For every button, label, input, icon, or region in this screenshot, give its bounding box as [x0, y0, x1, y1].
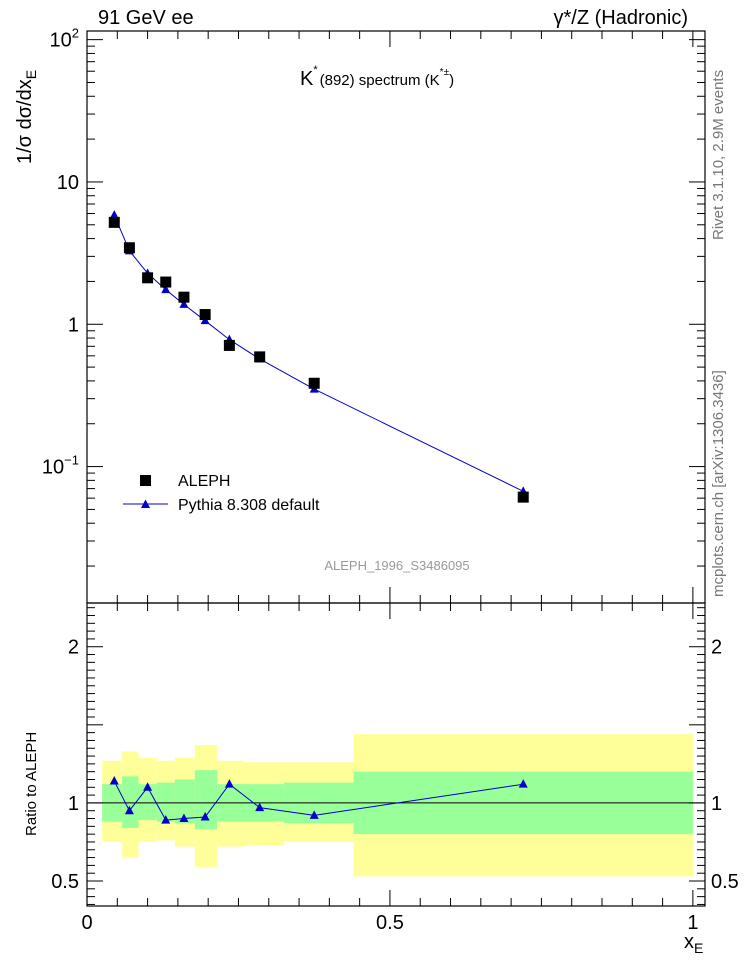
- main-ytick-label: 10: [57, 172, 79, 194]
- aleph-point: [160, 276, 172, 288]
- chart-title: K*(892) spectrum (K*±): [300, 64, 454, 90]
- pythia-point: [109, 210, 119, 219]
- ratio-plot-frame: [86, 602, 706, 907]
- aleph-point: [123, 242, 135, 254]
- aleph-point: [108, 216, 120, 228]
- ratio-ytick-label-right: 0.5: [711, 871, 739, 893]
- ratio-pythia-point: [518, 779, 528, 788]
- aleph-point: [308, 377, 320, 389]
- main-plot-frame: [86, 30, 706, 604]
- xlabel: xE: [684, 931, 703, 956]
- ratio-ytick-label: 1: [68, 793, 79, 815]
- ratio-pythia-point: [179, 813, 189, 823]
- ratio-band-inner: [122, 776, 139, 828]
- pythia-point: [179, 299, 189, 308]
- pythia-point: [161, 284, 171, 294]
- main-ytick-label: 10−1: [42, 453, 79, 479]
- legend-marker-pythia: [141, 499, 150, 508]
- analysis-watermark: ALEPH_1996_S3486095: [324, 558, 469, 573]
- ratio-pythia-point: [124, 805, 134, 815]
- aleph-point: [254, 351, 266, 363]
- aleph-point: [178, 291, 190, 303]
- xtick-label: 0.5: [376, 912, 404, 934]
- ratio-band-inner: [194, 770, 218, 830]
- legend: ALEPH Pythia 8.308 default: [123, 473, 320, 514]
- main-ytick-label: 102: [50, 26, 79, 52]
- ratio-pythia-line: [113, 780, 524, 821]
- ratio-pythia-point: [309, 810, 319, 819]
- ratio-ytick-label: 0.5: [51, 871, 79, 893]
- legend-label-aleph: ALEPH: [178, 473, 230, 490]
- main-ylabel: 1/σ dσ/dxE: [14, 70, 39, 164]
- mcplots-label: mcplots.cern.ch [arXiv:1306.3436]: [710, 370, 727, 597]
- header-left: 91 GeV ee: [98, 7, 194, 29]
- xtick-label: 0: [81, 912, 92, 934]
- header-right: γ*/Z (Hadronic): [553, 7, 688, 29]
- ratio-pythia-point: [255, 802, 265, 812]
- pythia-line: [113, 214, 524, 492]
- aleph-point: [142, 272, 154, 284]
- xtick-label: 1: [687, 912, 698, 934]
- ratio-ytick-label: 2: [68, 637, 79, 659]
- ratio-band-inner: [174, 779, 195, 824]
- ratio-ytick-label-right: 2: [711, 637, 722, 659]
- aleph-point: [517, 491, 529, 503]
- ratio-ytick-label-right: 1: [711, 793, 722, 815]
- main-ytick-label: 1: [68, 314, 79, 336]
- ratio-pythia-point: [200, 811, 210, 821]
- ratio-pythia-point: [224, 779, 234, 788]
- ratio-panel: 0.5 0.51 12 2 0 0.5 1: [51, 602, 739, 934]
- legend-label-pythia: Pythia 8.308 default: [178, 497, 320, 514]
- ratio-pythia-point: [143, 782, 153, 791]
- ratio-pythia-point: [161, 815, 171, 824]
- main-panel: 10−1 1 10 102: [42, 26, 706, 604]
- ratio-pythia-point: [109, 776, 119, 785]
- ratio-ylabel: Ratio to ALEPH: [23, 732, 40, 836]
- rivet-label: Rivet 3.1.10, 2.9M events: [710, 70, 727, 240]
- legend-marker-aleph: [140, 475, 151, 486]
- aleph-point: [199, 309, 211, 321]
- aleph-point: [223, 339, 235, 351]
